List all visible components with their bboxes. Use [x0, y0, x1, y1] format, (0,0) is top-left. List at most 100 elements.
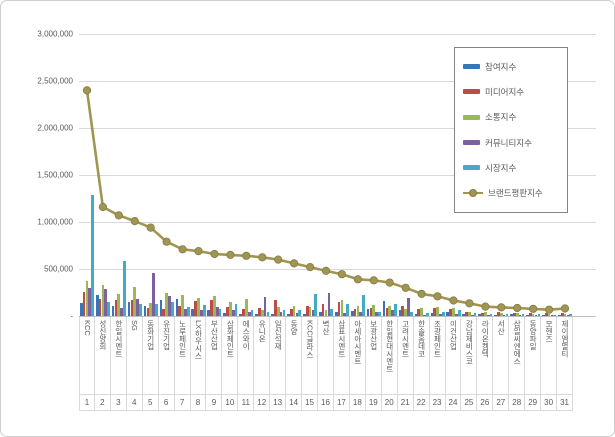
category-label-cell: 이건산업: [446, 317, 462, 394]
bar-시장지수-서산: [505, 314, 509, 316]
bar-참여지수-이건산업: [446, 312, 450, 316]
legend-label: 브랜드평판지수: [488, 188, 543, 199]
legend-bar-swatch-icon: [463, 64, 480, 70]
category-name: KCC글라스: [305, 320, 315, 359]
bar-소통지수-일신석재: [276, 307, 280, 316]
rank-number: 29: [525, 394, 542, 411]
bar-소통지수-KCC글라스: [308, 307, 312, 316]
gridline: [79, 269, 596, 270]
bar-미디어지수-한일현대시멘트: [385, 308, 389, 316]
bar-커뮤니티지수-서산: [502, 315, 506, 316]
bar-참여지수-라이온켐텍: [478, 314, 481, 316]
category-label-cell: SG: [127, 317, 143, 394]
bar-소통지수-서산: [499, 313, 503, 316]
bar-미디어지수-동양파일: [528, 313, 532, 316]
bar-미디어지수-한솔홈데코: [417, 309, 421, 316]
y-axis-tick-label: 1,000,000: [37, 217, 73, 227]
bar-미디어지수-삼화페인트: [226, 306, 229, 316]
category-name: 동양파일: [528, 320, 538, 350]
bar-커뮤니티지수-아세아시멘트: [359, 312, 363, 316]
category-name: 동화기업: [146, 320, 156, 350]
bar-커뮤니티지수-제이엠멀티: [566, 315, 570, 316]
category-name: 부산산업: [209, 320, 219, 350]
bar-커뮤니티지수-한솔홈데코: [423, 314, 426, 316]
bar-참여지수-동양파일: [526, 314, 529, 316]
legend-item-브랜드평판지수: 브랜드평판지수: [463, 187, 559, 199]
brand-index-marker: [560, 304, 570, 313]
bar-소통지수-제이엠멀티: [563, 313, 567, 316]
category-name: 일신석재: [273, 320, 283, 350]
category-name: 에스와이: [241, 320, 251, 350]
rank-number: 24: [445, 394, 462, 411]
brand-index-marker: [369, 276, 378, 285]
bar-커뮤니티지수-삼일씨엔에스: [518, 315, 522, 316]
category-name: 삼화페인트: [225, 320, 235, 358]
category-label-cell: 유진기업: [159, 317, 175, 394]
bar-커뮤니티지수-강남제비스코: [470, 314, 474, 316]
rank-number: 3: [110, 394, 127, 411]
bar-미디어지수-서산: [497, 312, 500, 316]
rank-number: 16: [318, 394, 334, 411]
y-axis-tick-label: 1,500,000: [37, 170, 73, 180]
bar-참여지수-삼화페인트: [223, 313, 227, 316]
rank-number: 18: [349, 394, 366, 411]
bar-시장지수-아세아시멘트: [362, 295, 365, 316]
category-label-cell: 일신석재: [270, 317, 287, 394]
bar-미디어지수-유진기업: [162, 309, 166, 316]
bar-참여지수-고려시멘트: [398, 310, 402, 316]
brand-index-marker: [226, 250, 235, 259]
legend-item-시장지수: 시장지수: [463, 162, 559, 174]
category-label-cell: 한솔홈데코: [414, 317, 430, 394]
bar-참여지수-부산산업: [207, 310, 211, 316]
category-label-cell: 동양파일: [525, 317, 542, 394]
rank-number: 27: [493, 394, 510, 411]
category-name: 한일현대시멘트: [385, 320, 395, 373]
category-name: 고려시멘트: [401, 320, 411, 358]
bar-미디어지수-강남제비스코: [465, 311, 468, 316]
bar-시장지수-한일현대시멘트: [394, 303, 397, 316]
bar-커뮤니티지수-LX하우시스: [200, 309, 203, 316]
category-label-cell: 한일현대시멘트: [382, 317, 398, 394]
brand-index-marker: [417, 289, 426, 298]
rank-number: 31: [557, 394, 573, 411]
rank-number: 8: [190, 394, 207, 411]
category-name: 조광페인트: [432, 320, 442, 358]
bar-참여지수-모헨즈: [542, 315, 545, 316]
bar-커뮤니티지수-모헨즈: [550, 315, 554, 316]
brand-index-marker: [114, 211, 123, 220]
bar-소통지수-강남제비스코: [468, 312, 471, 316]
category-label-cell: 강남제비스코: [461, 317, 478, 394]
rank-number: 10: [222, 394, 239, 411]
bar-미디어지수-유니온: [258, 308, 261, 316]
bar-시장지수-SG: [139, 304, 142, 316]
category-name: 라이온켐텍: [480, 320, 490, 358]
bar-시장지수-벽산: [330, 308, 334, 316]
bar-시장지수-노루페인트: [186, 307, 190, 316]
bar-시장지수-동화기업: [155, 304, 158, 316]
category-name: 삼표시멘트: [337, 320, 347, 358]
bar-시장지수-LX하우시스: [202, 304, 206, 316]
bar-시장지수-에스와이: [250, 309, 254, 316]
bar-시장지수-고려시멘트: [410, 312, 413, 316]
legend-label: 커뮤니티지수: [485, 137, 532, 148]
category-label-cell: 고려시멘트: [398, 317, 414, 394]
category-label-cell: KCC글라스: [302, 317, 319, 394]
rank-number: 1: [79, 394, 95, 411]
bar-커뮤니티지수-라이온켐텍: [486, 315, 490, 316]
category-label-cell: 성신양회: [95, 317, 111, 394]
rank-number: 23: [429, 394, 446, 411]
category-label-cell: 삼화페인트: [222, 317, 239, 394]
bar-시장지수-한일시멘트: [123, 260, 126, 316]
bar-소통지수-벽산: [324, 310, 328, 316]
y-axis-tick-label: 500,000: [44, 264, 73, 274]
category-label-cell: 서산: [493, 317, 510, 394]
bar-참여지수-벽산: [318, 312, 322, 316]
rank-number: 25: [461, 394, 478, 411]
bar-소통지수-이건산업: [452, 308, 455, 316]
gridline: [79, 34, 596, 35]
bar-시장지수-유니온: [266, 312, 270, 316]
bar-참여지수-KCC글라스: [303, 314, 306, 316]
category-label-cell: 삼표시멘트: [334, 317, 350, 394]
y-axis-tick-label: 2,500,000: [37, 76, 73, 86]
bar-시장지수-삼일씨엔에스: [521, 313, 525, 316]
